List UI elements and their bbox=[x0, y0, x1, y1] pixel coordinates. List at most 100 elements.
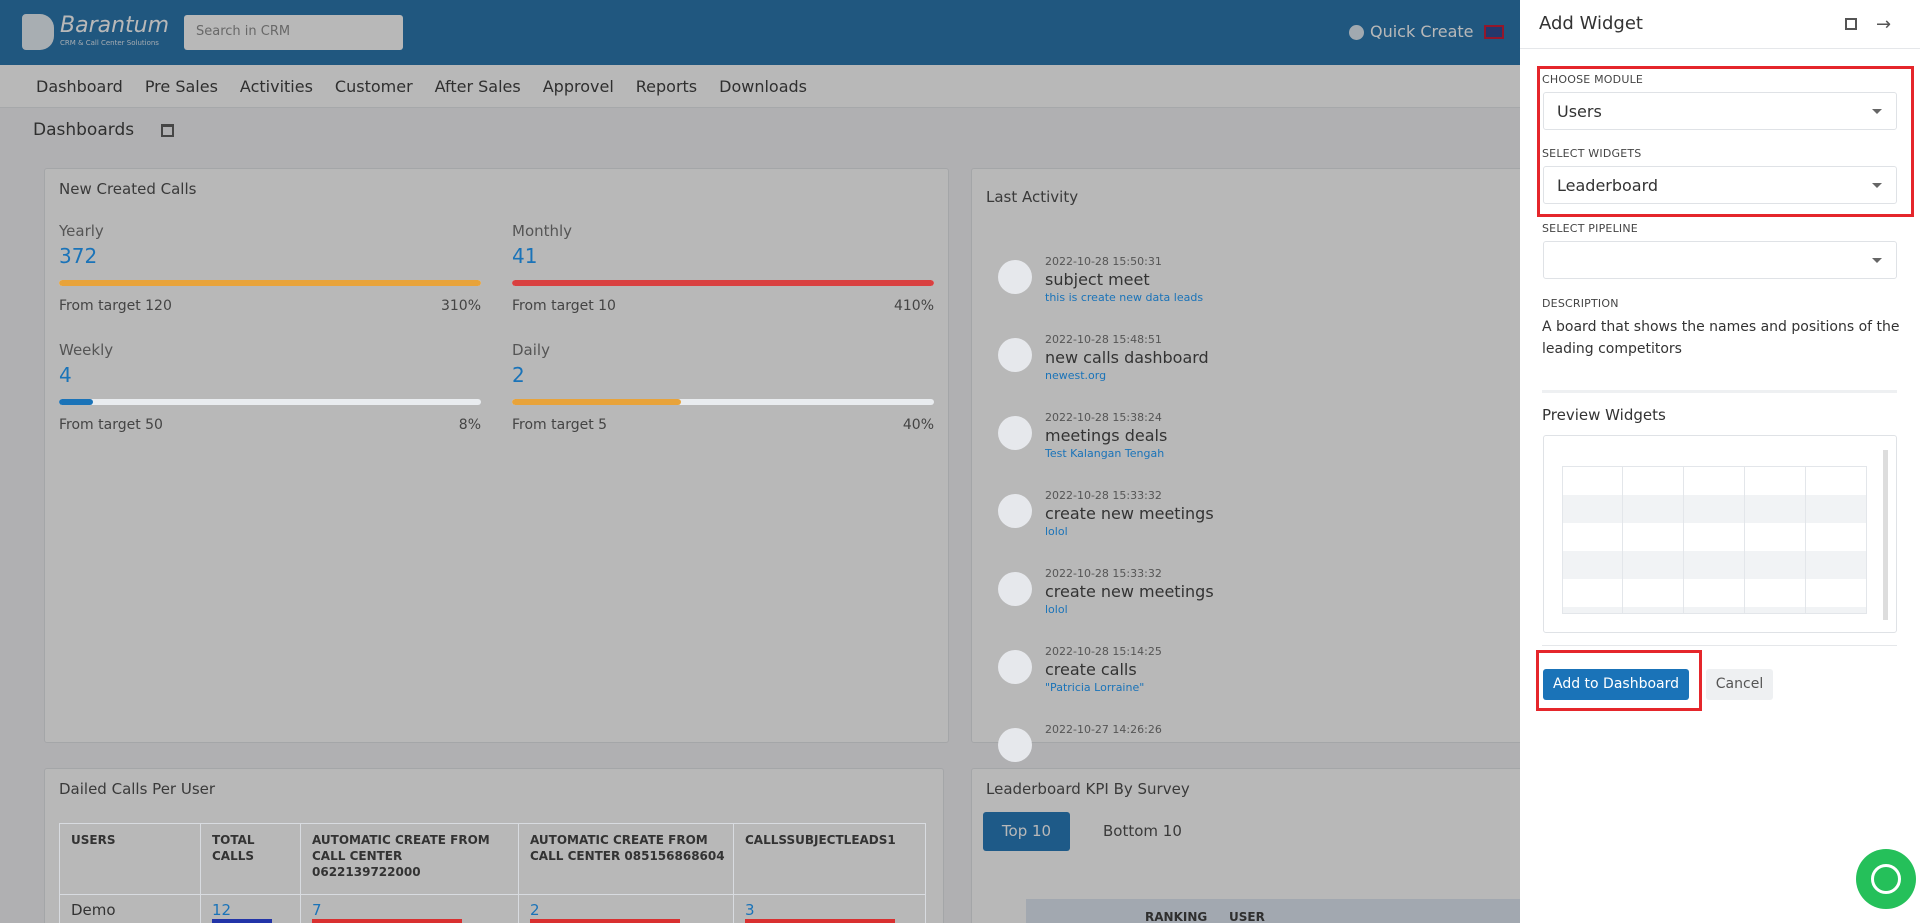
activity-title: subject meet bbox=[1045, 270, 1150, 289]
tab[interactable]: Bottom 10 bbox=[1103, 822, 1182, 840]
last-activity-card bbox=[971, 168, 1571, 743]
stat-target: From target 5 bbox=[512, 417, 608, 433]
table-header: CALLSSUBJECTLEADS1 bbox=[745, 833, 896, 847]
activity-icon bbox=[998, 338, 1032, 372]
stat-label: Daily bbox=[512, 341, 550, 359]
stat-percent: 410% bbox=[893, 298, 934, 314]
dailed-calls-card bbox=[44, 768, 944, 923]
overlay[interactable] bbox=[0, 0, 1520, 923]
row-line bbox=[59, 894, 926, 895]
stat-value: 4 bbox=[59, 363, 72, 387]
activity-icon bbox=[998, 572, 1032, 606]
logo-sub: CRM & Call Center Solutions bbox=[60, 39, 159, 47]
column-line bbox=[733, 823, 734, 923]
stat-label: Monthly bbox=[512, 222, 573, 240]
activity-title: create calls bbox=[1045, 660, 1137, 679]
field-label: SELECT WIDGETS bbox=[1542, 147, 1642, 160]
preview-image bbox=[1543, 435, 1897, 633]
card-title: New Created Calls bbox=[59, 180, 197, 198]
table-header-bg bbox=[1026, 899, 1526, 923]
stat-value: 41 bbox=[512, 244, 538, 268]
cell-bar bbox=[530, 919, 680, 923]
table-cell: 12 bbox=[212, 901, 232, 919]
tab-active[interactable]: Top 10 bbox=[983, 812, 1070, 851]
divider bbox=[1520, 48, 1920, 49]
card-title: Leaderboard KPI By Survey bbox=[986, 780, 1190, 798]
stat-percent: 40% bbox=[902, 417, 934, 433]
add-button[interactable]: Add to Dashboard bbox=[1543, 669, 1689, 700]
column-line bbox=[518, 823, 519, 923]
cell-bar bbox=[212, 919, 272, 923]
highlight bbox=[1536, 650, 1702, 711]
stat-percent: 310% bbox=[440, 298, 481, 314]
nav-item[interactable]: Reports bbox=[635, 77, 698, 96]
quick-create-icon bbox=[1349, 25, 1364, 40]
cell-bar bbox=[312, 919, 462, 923]
progress-bar bbox=[59, 399, 481, 405]
activity-date: 2022-10-27 14:26:26 bbox=[1045, 723, 1162, 736]
activity-date: 2022-10-28 15:50:31 bbox=[1045, 255, 1162, 268]
activity-sub: newest.org bbox=[1045, 369, 1107, 382]
stat-target: From target 10 bbox=[512, 298, 616, 314]
card-title: Last Activity bbox=[986, 188, 1079, 206]
highlight bbox=[1537, 66, 1914, 217]
cancel-button[interactable]: Cancel bbox=[1706, 669, 1773, 700]
activity-date: 2022-10-28 15:14:25 bbox=[1045, 645, 1162, 658]
module-select[interactable]: Users bbox=[1543, 92, 1897, 130]
activity-date: 2022-10-28 15:33:32 bbox=[1045, 489, 1162, 502]
pipeline-select[interactable] bbox=[1543, 241, 1897, 279]
table-cell: 2 bbox=[530, 901, 540, 919]
nav-item[interactable]: Pre Sales bbox=[144, 77, 218, 96]
field-label: SELECT PIPELINE bbox=[1542, 222, 1638, 235]
table-cell: 3 bbox=[745, 901, 755, 919]
activity-icon bbox=[998, 494, 1032, 528]
activity-date: 2022-10-28 15:48:51 bbox=[1045, 333, 1162, 346]
quick-create[interactable]: Quick Create bbox=[1370, 22, 1474, 41]
nav-item[interactable]: Dashboard bbox=[36, 77, 123, 96]
stat-target: From target 50 bbox=[59, 417, 163, 433]
activity-date: 2022-10-28 15:33:32 bbox=[1045, 567, 1162, 580]
breadcrumb: Dashboards bbox=[33, 120, 135, 140]
nav-item[interactable]: Customer bbox=[334, 77, 413, 96]
activity-title: new calls dashboard bbox=[1045, 348, 1209, 367]
table-header: USER bbox=[1229, 910, 1265, 923]
activity-title: create new meetings bbox=[1045, 504, 1214, 523]
divider bbox=[1542, 645, 1897, 646]
table-header: AUTOMATIC CREATE FROM CALL CENTER 085156… bbox=[530, 833, 725, 863]
activity-icon bbox=[998, 416, 1032, 450]
table-border bbox=[59, 823, 926, 923]
activity-icon bbox=[998, 650, 1032, 684]
expand-icon[interactable] bbox=[1845, 18, 1857, 30]
nav: Dashboard Pre Sales Activities Customer Afte… bbox=[36, 65, 807, 108]
activity-sub: lolol bbox=[1045, 525, 1068, 538]
stat-value: 372 bbox=[59, 244, 98, 268]
stat-label: Weekly bbox=[59, 341, 114, 359]
close-icon[interactable]: → bbox=[1876, 14, 1892, 35]
search[interactable]: Search in CRM bbox=[184, 15, 403, 50]
activity-icon bbox=[998, 260, 1032, 294]
cell-bar bbox=[745, 919, 895, 923]
nav-item[interactable]: Downloads bbox=[719, 77, 808, 96]
preview-label: Preview Widgets bbox=[1542, 406, 1666, 424]
whatsapp-icon bbox=[1871, 864, 1901, 894]
nav-item[interactable]: Activities bbox=[239, 77, 313, 96]
table-cell: 7 bbox=[312, 901, 322, 919]
activity-sub: lolol bbox=[1045, 603, 1068, 616]
table-header: AUTOMATIC CREATE FROM CALL CENTER 062213… bbox=[312, 833, 490, 879]
table-header: USERS bbox=[71, 833, 116, 847]
table-cell: Demo bbox=[71, 901, 116, 919]
column-line bbox=[200, 823, 201, 923]
panel-title: Add Widget bbox=[1539, 13, 1643, 34]
nav-item[interactable]: Approvel bbox=[542, 77, 614, 96]
logo-mark bbox=[22, 14, 54, 50]
stat-percent: 8% bbox=[458, 417, 481, 433]
activity-icon bbox=[998, 728, 1032, 762]
activity-sub: Test Kalangan Tengah bbox=[1045, 447, 1165, 460]
field-label: DESCRIPTION bbox=[1542, 297, 1619, 310]
nav-item[interactable]: After Sales bbox=[434, 77, 521, 96]
progress-bar bbox=[59, 280, 481, 286]
stat-target: From target 120 bbox=[59, 298, 172, 314]
widget-select[interactable]: Leaderboard bbox=[1543, 166, 1897, 204]
activity-title: meetings deals bbox=[1045, 426, 1168, 445]
